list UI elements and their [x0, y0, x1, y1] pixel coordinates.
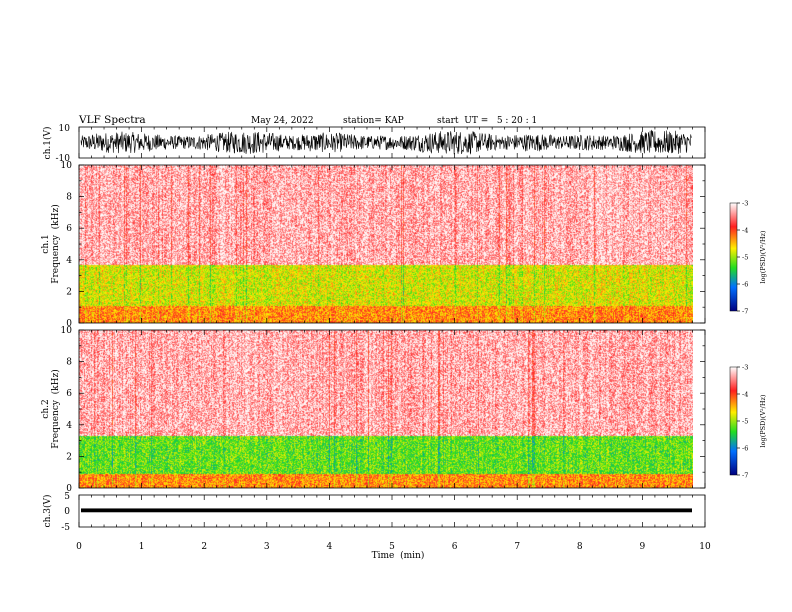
figure-title: VLF Spectra	[78, 114, 146, 126]
ch1-spectrogram-ylabel-channel: ch.1	[41, 234, 51, 253]
x-tick-label: 3	[264, 542, 270, 552]
ch1-spectrogram-ticks: 0 2 4 6 8 10	[61, 161, 706, 329]
ch3-waveform-trace	[81, 508, 692, 513]
ch1-waveform-ylabel: ch.1(V)	[42, 127, 53, 160]
colorbar-tick-label: -6	[742, 281, 748, 289]
ch3-waveform-ticks	[78, 495, 706, 527]
y-tick-label: 6	[66, 224, 72, 234]
colorbar-tick-label: -6	[742, 445, 748, 453]
colorbar-tick-label: -7	[742, 472, 748, 480]
ch1-ytick-bottom: -10	[56, 154, 71, 164]
y-tick-label: 0	[66, 319, 72, 329]
panel-ch3-waveform: 5 0 -5 ch.3(V)	[42, 492, 706, 533]
ch2-spectrogram-ylabel-frequency: Frequency (kHz)	[50, 369, 61, 448]
colorbar-tick-label: -3	[742, 200, 748, 208]
ch1-colorbar-ticks: -3 -4 -5 -6 -7	[737, 200, 748, 316]
ch3-ytick-top: 5	[64, 492, 70, 502]
ch1-colorbar-label: log(PSD)(V²/Hz)	[759, 230, 767, 283]
colorbar-tick-label: -5	[742, 254, 748, 262]
x-tick-label: 0	[76, 542, 82, 552]
y-tick-label: 6	[66, 389, 72, 399]
x-tick-label: 9	[640, 542, 646, 552]
colorbar-tick-label: -4	[742, 227, 748, 235]
x-tick-label: 5	[389, 542, 395, 552]
ch2-spectrogram-image	[79, 330, 693, 488]
ch2-spectrogram-ticks: 0 2 4 6 8 10	[61, 326, 706, 494]
x-axis-tick-labels: 0 1 2 3 4 5 6 7 8 9 10	[76, 542, 711, 552]
y-tick-label: 0	[66, 484, 72, 494]
colorbar-tick-label: -3	[742, 364, 748, 372]
x-axis-label: Time (min)	[372, 550, 425, 561]
ch1-spectrogram-image	[79, 165, 693, 323]
x-tick-label: 8	[577, 542, 583, 552]
y-tick-label: 2	[66, 287, 72, 297]
ch1-spectrogram-ylabel-frequency: Frequency (kHz)	[50, 204, 61, 283]
x-tick-label: 1	[139, 542, 145, 552]
ch3-waveform-ylabel: ch.3(V)	[42, 495, 53, 528]
y-tick-label: 4	[66, 256, 72, 266]
y-tick-label: 8	[66, 358, 72, 368]
x-tick-label: 2	[201, 542, 207, 552]
ch2-spectrogram-ylabel-channel: ch.2	[41, 399, 51, 418]
ch1-colorbar	[729, 202, 738, 312]
x-tick-label: 7	[514, 542, 520, 552]
ch2-colorbar	[729, 366, 738, 476]
header-date: May 24, 2022	[251, 116, 314, 126]
ch3-ytick-middle: 0	[64, 507, 70, 517]
ch1-waveform-trace	[80, 129, 693, 155]
y-tick-label: 2	[66, 452, 72, 462]
y-tick-label: 4	[66, 421, 72, 431]
x-tick-label: 10	[699, 542, 711, 552]
ch3-ytick-bottom: -5	[61, 523, 70, 533]
ch1-waveform-ticks	[78, 127, 706, 158]
colorbar-tick-label: -5	[742, 418, 748, 426]
y-tick-label: 8	[66, 193, 72, 203]
x-tick-label: 6	[452, 542, 458, 552]
colorbar-tick-label: -7	[742, 308, 748, 316]
ch2-colorbar-ticks: -3 -4 -5 -6 -7	[737, 364, 748, 480]
x-tick-label: 4	[327, 542, 333, 552]
y-tick-label: 10	[61, 326, 73, 336]
colorbar-tick-label: -4	[742, 391, 748, 399]
panel-ch1-waveform: 10 -10 ch.1(V)	[42, 124, 706, 164]
header-start-time: start UT = 5 : 20 : 1	[437, 116, 537, 126]
ch1-ytick-top: 10	[59, 124, 71, 134]
ch2-colorbar-label: log(PSD)(V²/Hz)	[759, 394, 767, 447]
y-tick-label: 10	[61, 161, 73, 171]
header-station: station= KAP	[343, 116, 404, 126]
